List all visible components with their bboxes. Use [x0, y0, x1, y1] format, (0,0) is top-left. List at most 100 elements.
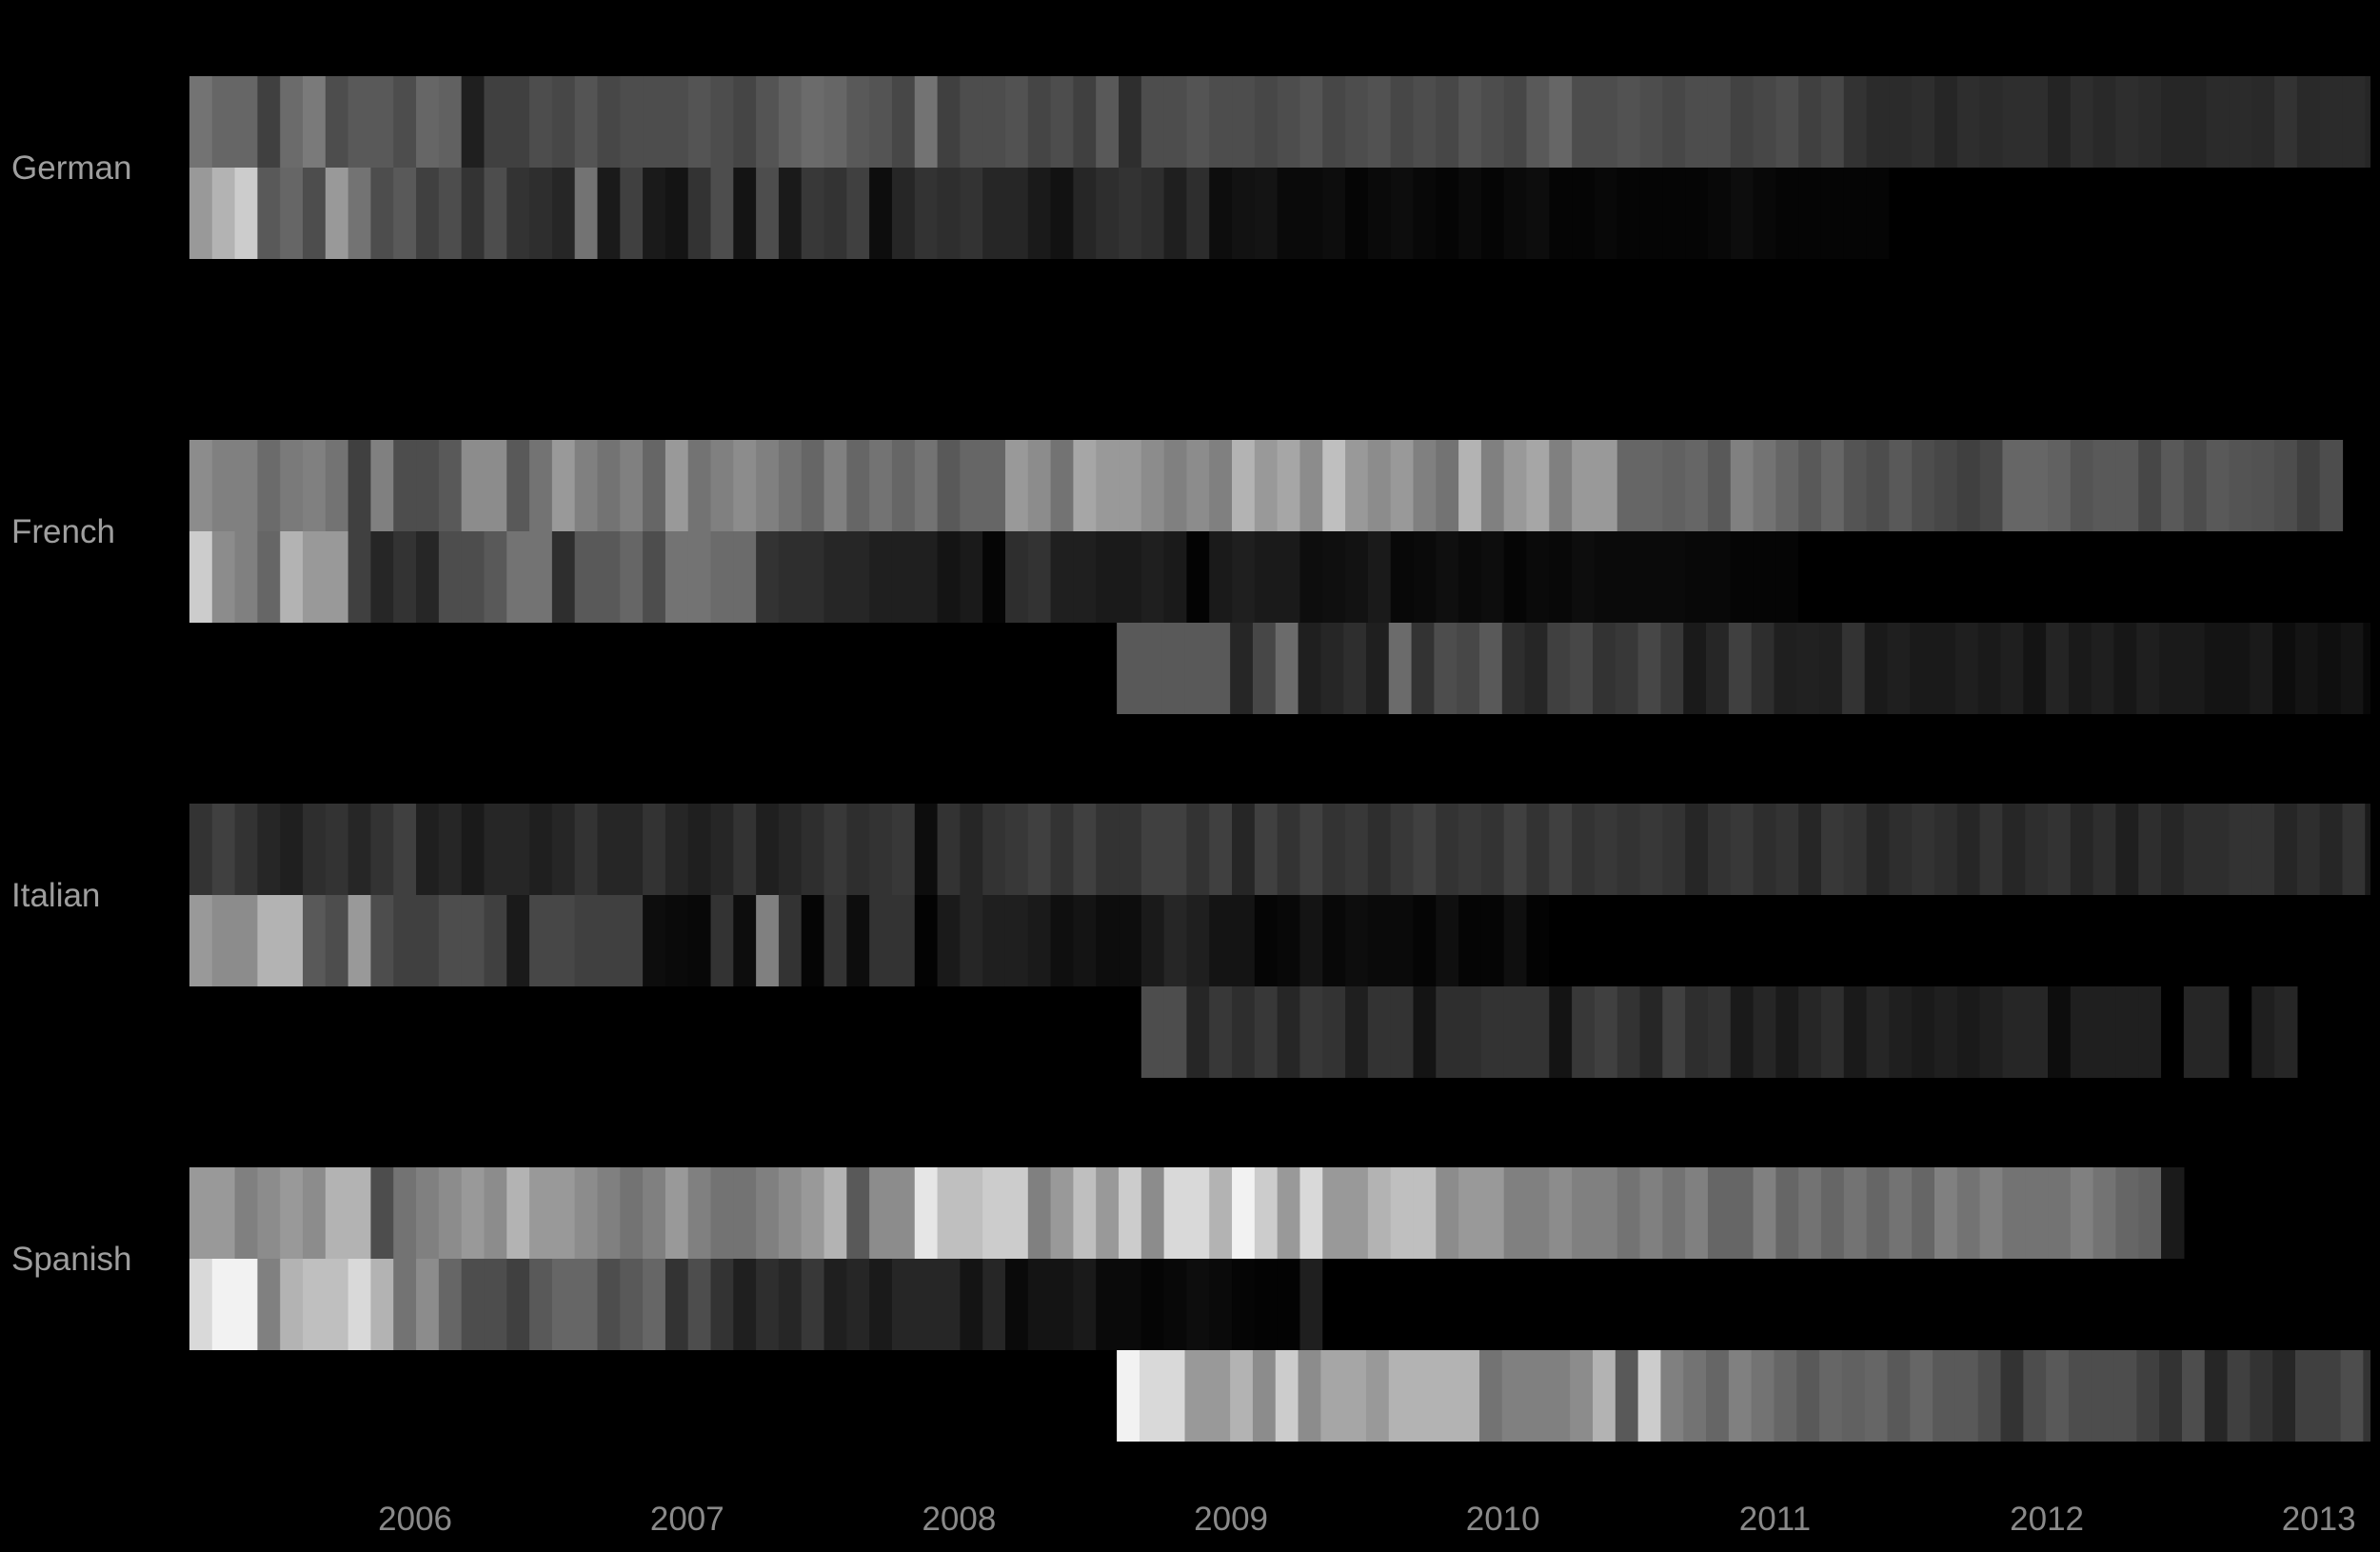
heatmap-cell	[506, 804, 530, 895]
heatmap-cell	[1843, 168, 1868, 259]
heatmap-cell	[234, 76, 259, 168]
heatmap-cell	[1934, 1167, 1958, 1259]
heatmap-cell	[1706, 1350, 1730, 1442]
heatmap-cell	[2317, 1350, 2342, 1442]
heatmap-cell	[869, 895, 893, 986]
heatmap-cell	[1096, 1259, 1120, 1350]
heatmap-cell	[1572, 1167, 1596, 1259]
heatmap-cell	[643, 440, 666, 531]
heatmap-cell	[643, 895, 666, 986]
heatmap-cell	[823, 531, 847, 623]
heatmap-cell	[1140, 804, 1165, 895]
heatmap-cell	[778, 804, 803, 895]
heatmap-cell	[643, 76, 666, 168]
heatmap-cell	[461, 76, 486, 168]
heatmap-cell	[1413, 895, 1437, 986]
heatmap-cell	[643, 168, 666, 259]
heatmap-cell	[937, 440, 961, 531]
heatmap-cell	[1730, 168, 1755, 259]
heatmap-cell	[303, 531, 327, 623]
heatmap-cell	[869, 168, 893, 259]
heatmap-cell	[2046, 1350, 2070, 1442]
heatmap-cell	[914, 1259, 939, 1350]
heatmap-cell	[1345, 440, 1369, 531]
heatmap-cell	[982, 531, 1006, 623]
heatmap-cell	[393, 531, 417, 623]
heatmap-row	[1117, 1350, 2370, 1442]
heatmap-cell	[1458, 76, 1482, 168]
heatmap-cell	[1934, 440, 1958, 531]
heatmap-cell	[2025, 895, 2049, 986]
heatmap-cell	[1956, 531, 1981, 623]
heatmap-cell	[2342, 168, 2366, 259]
heatmap-cell	[891, 76, 916, 168]
heatmap-cell	[2227, 623, 2251, 714]
heatmap-cell	[529, 895, 553, 986]
heatmap-cell	[280, 531, 304, 623]
heatmap-cell	[1252, 623, 1277, 714]
heatmap-cell	[484, 168, 507, 259]
heatmap-cell	[1753, 531, 1776, 623]
heatmap-cell	[1866, 895, 1890, 986]
heatmap-cell	[1841, 1350, 1866, 1442]
heatmap-cell	[2294, 1350, 2319, 1442]
heatmap-cell	[2002, 895, 2026, 986]
heatmap-cell	[2296, 440, 2321, 531]
heatmap-cell	[2183, 986, 2208, 1078]
heatmap-cell	[325, 895, 349, 986]
heatmap-cell	[1163, 986, 1188, 1078]
heatmap-cell	[1390, 986, 1415, 1078]
heatmap-cell	[438, 1259, 463, 1350]
heatmap-cell	[1730, 986, 1755, 1078]
heatmap-cell	[2138, 168, 2162, 259]
heatmap-cell	[1933, 1350, 1956, 1442]
heatmap-cell	[597, 1167, 621, 1259]
heatmap-cell	[1254, 986, 1279, 1078]
heatmap-cell	[891, 804, 916, 895]
heatmap-cell	[960, 168, 983, 259]
heatmap-cell	[869, 76, 893, 168]
heatmap-cell	[1775, 986, 1799, 1078]
heatmap-cell	[733, 76, 757, 168]
heatmap-cell	[1979, 1167, 2004, 1259]
heatmap-cell	[325, 531, 349, 623]
heatmap-cell	[778, 440, 803, 531]
heatmap-cell	[2229, 440, 2252, 531]
heatmap-cell	[1365, 1350, 1390, 1442]
heatmap-cell	[1277, 168, 1301, 259]
heatmap-cell	[1163, 804, 1188, 895]
heatmap-cell	[211, 440, 236, 531]
heatmap-cell	[1616, 168, 1641, 259]
heatmap-cell	[710, 1167, 734, 1259]
heatmap-cell	[1956, 440, 1981, 531]
heatmap-cell	[1480, 1259, 1505, 1350]
heatmap-cell	[1436, 76, 1459, 168]
heatmap-cell	[1570, 623, 1594, 714]
heatmap-cell	[2181, 623, 2206, 714]
heatmap-cell	[2274, 1259, 2298, 1350]
heatmap-cell	[1820, 986, 1845, 1078]
heatmap-cell	[280, 895, 304, 986]
heatmap-cell	[597, 440, 621, 531]
heatmap-cell	[620, 895, 644, 986]
heatmap-cell	[1912, 895, 1935, 986]
heatmap-cell	[801, 1167, 825, 1259]
heatmap-cell	[1662, 531, 1686, 623]
heatmap-cell	[1163, 1167, 1188, 1259]
heatmap-cell	[1615, 1350, 1639, 1442]
heatmap-cell	[2115, 986, 2139, 1078]
heatmap-cell	[1979, 804, 2004, 895]
heatmap-cell	[1707, 804, 1732, 895]
heatmap-cell	[1864, 623, 1889, 714]
heatmap-cell	[1277, 1259, 1301, 1350]
heatmap-cell	[529, 1167, 553, 1259]
heatmap-cell	[1639, 76, 1663, 168]
heatmap-cell	[2048, 531, 2072, 623]
heatmap-cell	[1004, 1167, 1029, 1259]
heatmap-cell	[914, 76, 939, 168]
heatmap-cell	[1685, 986, 1709, 1078]
group-german	[189, 76, 2370, 259]
heatmap-cell	[801, 804, 825, 895]
heatmap-cell	[1207, 623, 1231, 714]
heatmap-cell	[2115, 895, 2139, 986]
